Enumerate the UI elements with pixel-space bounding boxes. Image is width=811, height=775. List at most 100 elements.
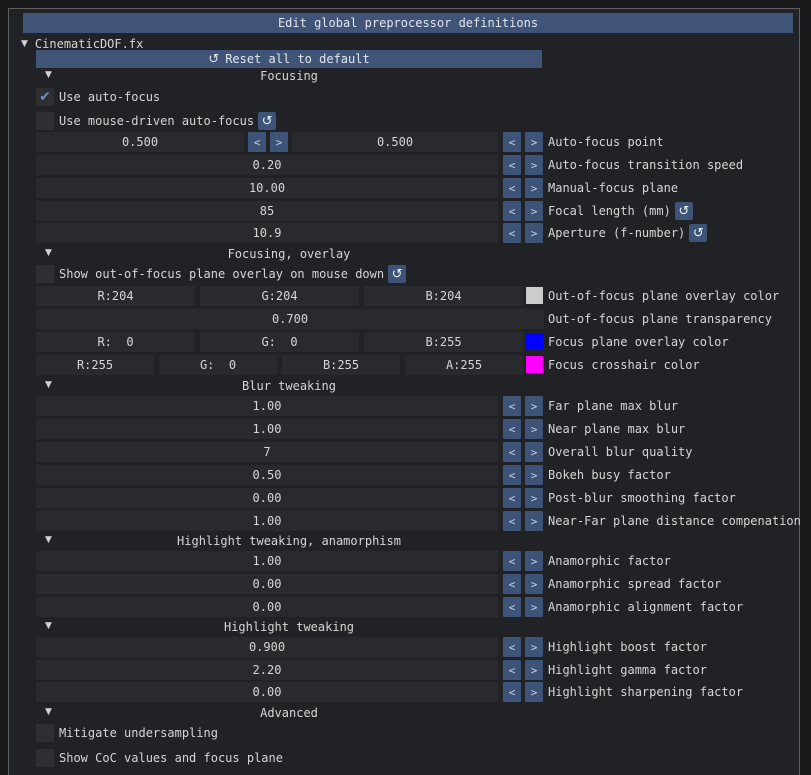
color-field-b[interactable]: B:255 — [282, 355, 400, 375]
decrease-button[interactable]: < — [503, 155, 521, 175]
param-row-anamorphic-alignment-factor: 0.00 < > Anamorphic alignment factor — [9, 597, 799, 617]
param-label: Near-Far plane distance compenation — [548, 514, 801, 528]
checkbox-use-auto-focus[interactable]: ✔ Use auto-focus — [36, 87, 160, 107]
slider-highlight-boost-factor[interactable]: 0.900 — [36, 637, 498, 657]
decrease-button[interactable]: < — [503, 396, 521, 416]
color-field-b[interactable]: B:255 — [364, 332, 523, 352]
decrease-button[interactable]: < — [503, 201, 521, 221]
color-field-r[interactable]: R: 0 — [36, 332, 195, 352]
decrease-button[interactable]: < — [503, 511, 521, 531]
param-row-post-blur-smoothing: 0.00 < > Post-blur smoothing factor — [9, 488, 799, 508]
section-header-focusing-overlay[interactable]: ▼ Focusing, overlay — [36, 244, 542, 264]
slider-anamorphic-spread-factor[interactable]: 0.00 — [36, 574, 498, 594]
decrease-button[interactable]: < — [503, 419, 521, 439]
increase-button[interactable]: > — [525, 419, 543, 439]
color-field-a[interactable]: A:255 — [405, 355, 523, 375]
decrease-button[interactable]: < — [503, 488, 521, 508]
color-field-r[interactable]: R:204 — [36, 286, 195, 306]
color-swatch[interactable] — [526, 356, 543, 373]
increase-button[interactable]: > — [525, 682, 543, 702]
reset-button[interactable]: ↺ — [689, 224, 708, 242]
slider-auto-focus-transition-speed[interactable]: 0.20 — [36, 155, 498, 175]
checkbox-mitigate-undersampling[interactable]: Mitigate undersampling — [36, 723, 218, 743]
tree-item-cinematicdof[interactable]: ▼ CinematicDOF.fx — [21, 36, 143, 52]
slider-focal-length[interactable]: 85 — [36, 201, 498, 221]
slider-aperture[interactable]: 10.9 — [36, 223, 498, 243]
slider-near-plane-max-blur[interactable]: 1.00 — [36, 419, 498, 439]
slider-out-of-focus-transparency[interactable]: 0.700 — [36, 309, 544, 329]
decrease-button[interactable]: < — [503, 442, 521, 462]
color-field-g[interactable]: G:204 — [200, 286, 359, 306]
slider-bokeh-busy-factor[interactable]: 0.50 — [36, 465, 498, 485]
slider-anamorphic-factor[interactable]: 1.00 — [36, 551, 498, 571]
decrease-button[interactable]: < — [503, 660, 521, 680]
increase-button[interactable]: > — [525, 465, 543, 485]
section-header-highlight-anamorphism[interactable]: ▼ Highlight tweaking, anamorphism — [36, 531, 542, 551]
checkbox-show-out-of-focus-overlay[interactable]: Show out-of-focus plane overlay on mouse… — [36, 264, 407, 284]
slider-highlight-gamma-factor[interactable]: 2.20 — [36, 660, 498, 680]
color-field-g[interactable]: G: 0 — [200, 332, 359, 352]
checkbox-show-coc-values[interactable]: Show CoC values and focus plane — [36, 748, 283, 768]
decrease-button[interactable]: < — [503, 551, 521, 571]
decrease-button[interactable]: < — [503, 637, 521, 657]
section-header-blur-tweaking[interactable]: ▼ Blur tweaking — [36, 376, 542, 396]
increase-button[interactable]: > — [525, 488, 543, 508]
chevron-down-icon: ▼ — [45, 707, 52, 717]
decrease-button[interactable]: < — [503, 223, 521, 243]
section-header-advanced[interactable]: ▼ Advanced — [36, 703, 542, 723]
increase-button[interactable]: > — [525, 551, 543, 571]
slider-manual-focus-plane[interactable]: 10.00 — [36, 178, 498, 198]
reset-button[interactable]: ↺ — [674, 202, 693, 220]
slider-auto-focus-point-x[interactable]: 0.500 — [36, 132, 244, 152]
color-field-g[interactable]: G: 0 — [159, 355, 277, 375]
increase-button[interactable]: > — [270, 132, 288, 152]
checkbox-box[interactable] — [36, 749, 54, 767]
slider-anamorphic-alignment-factor[interactable]: 0.00 — [36, 597, 498, 617]
color-field-r[interactable]: R:255 — [36, 355, 154, 375]
param-row-anamorphic-factor: 1.00 < > Anamorphic factor — [9, 551, 799, 571]
checkbox-label: Show CoC values and focus plane — [59, 751, 283, 765]
decrease-button[interactable]: < — [248, 132, 266, 152]
color-swatch[interactable] — [526, 333, 543, 350]
increase-button[interactable]: > — [525, 660, 543, 680]
increase-button[interactable]: > — [525, 396, 543, 416]
section-header-focusing[interactable]: ▼ Focusing — [36, 66, 542, 86]
increase-button[interactable]: > — [525, 132, 543, 152]
slider-auto-focus-point-y[interactable]: 0.500 — [292, 132, 498, 152]
param-row-far-plane-max-blur: 1.00 < > Far plane max blur — [9, 396, 799, 416]
reset-button[interactable]: ↺ — [388, 265, 407, 283]
checkbox-box[interactable] — [36, 112, 54, 130]
decrease-button[interactable]: < — [503, 682, 521, 702]
param-row-bokeh-busy-factor: 0.50 < > Bokeh busy factor — [9, 465, 799, 485]
slider-highlight-sharpening-factor[interactable]: 0.00 — [36, 682, 498, 702]
color-swatch[interactable] — [526, 287, 543, 304]
chevron-down-icon: ▼ — [45, 70, 52, 80]
slider-far-plane-max-blur[interactable]: 1.00 — [36, 396, 498, 416]
increase-button[interactable]: > — [525, 201, 543, 221]
slider-post-blur-smoothing[interactable]: 0.00 — [36, 488, 498, 508]
param-label: Post-blur smoothing factor — [548, 491, 736, 505]
checkbox-box[interactable] — [36, 724, 54, 742]
increase-button[interactable]: > — [525, 178, 543, 198]
slider-near-far-plane-distance[interactable]: 1.00 — [36, 511, 498, 531]
increase-button[interactable]: > — [525, 223, 543, 243]
checkbox-use-mouse-driven-auto-focus[interactable]: Use mouse-driven auto-focus ↺ — [36, 111, 277, 131]
decrease-button[interactable]: < — [503, 178, 521, 198]
reset-all-button[interactable]: ↺ Reset all to default — [36, 50, 542, 68]
decrease-button[interactable]: < — [503, 465, 521, 485]
increase-button[interactable]: > — [525, 574, 543, 594]
increase-button[interactable]: > — [525, 442, 543, 462]
checkbox-box[interactable]: ✔ — [36, 88, 54, 106]
increase-button[interactable]: > — [525, 597, 543, 617]
color-field-b[interactable]: B:204 — [364, 286, 523, 306]
slider-overall-blur-quality[interactable]: 7 — [36, 442, 498, 462]
decrease-button[interactable]: < — [503, 597, 521, 617]
increase-button[interactable]: > — [525, 637, 543, 657]
increase-button[interactable]: > — [525, 511, 543, 531]
decrease-button[interactable]: < — [503, 574, 521, 594]
decrease-button[interactable]: < — [503, 132, 521, 152]
checkbox-box[interactable] — [36, 265, 54, 283]
increase-button[interactable]: > — [525, 155, 543, 175]
section-header-highlight-tweaking[interactable]: ▼ Highlight tweaking — [36, 617, 542, 637]
reset-button[interactable]: ↺ — [258, 112, 277, 130]
